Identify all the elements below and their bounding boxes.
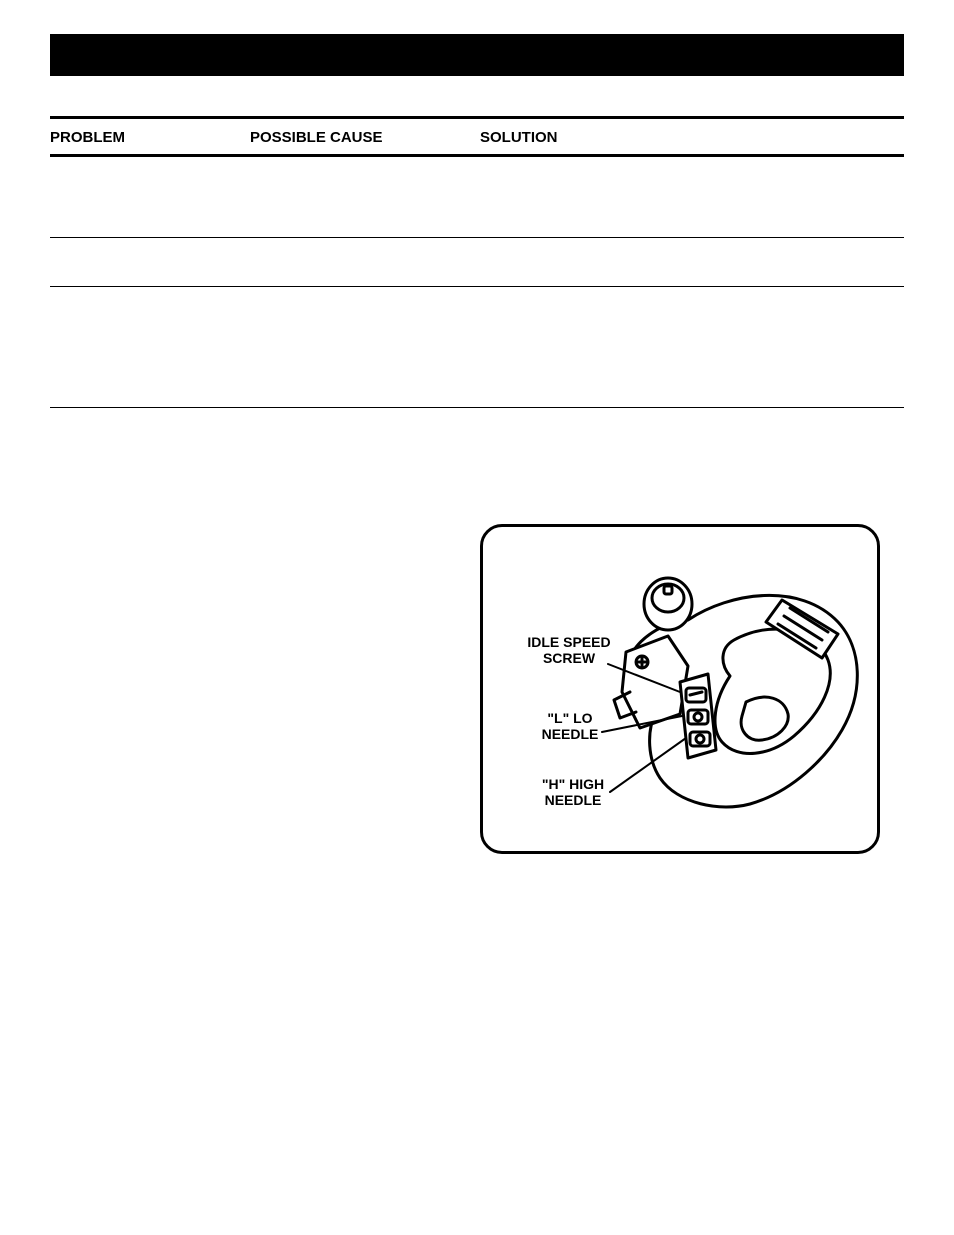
label-text: "H" HIGH NEEDLE [542,776,604,808]
troubleshooting-table: PROBLEM POSSIBLE CAUSE SOLUTION [50,116,904,408]
table-header-row: PROBLEM POSSIBLE CAUSE SOLUTION [50,119,904,154]
label-idle-speed-screw: IDLE SPEED SCREW [514,634,624,666]
cell-cause [250,252,480,272]
cell-solution [480,252,904,272]
table-row [50,287,904,407]
cell-cause [250,171,480,223]
cell-problem [50,301,250,393]
title-bar [50,34,904,76]
cell-problem [50,171,250,223]
col-header-cause: POSSIBLE CAUSE [250,129,480,146]
rule-row [50,407,904,408]
label-hi-needle: "H" HIGH NEEDLE [528,776,618,808]
cell-cause [250,301,480,393]
carburetor-figure: IDLE SPEED SCREW "L" LO NEEDLE "H" HIGH … [480,524,880,854]
page: PROBLEM POSSIBLE CAUSE SOLUTION [0,0,954,1235]
cell-solution [480,171,904,223]
cell-problem [50,252,250,272]
table-row [50,238,904,286]
label-text: IDLE SPEED SCREW [527,634,610,666]
col-header-problem: PROBLEM [50,129,250,146]
col-header-solution: SOLUTION [480,129,904,146]
label-text: "L" LO NEEDLE [542,710,599,742]
cell-solution [480,301,904,393]
label-lo-needle: "L" LO NEEDLE [530,710,610,742]
table-row [50,157,904,237]
